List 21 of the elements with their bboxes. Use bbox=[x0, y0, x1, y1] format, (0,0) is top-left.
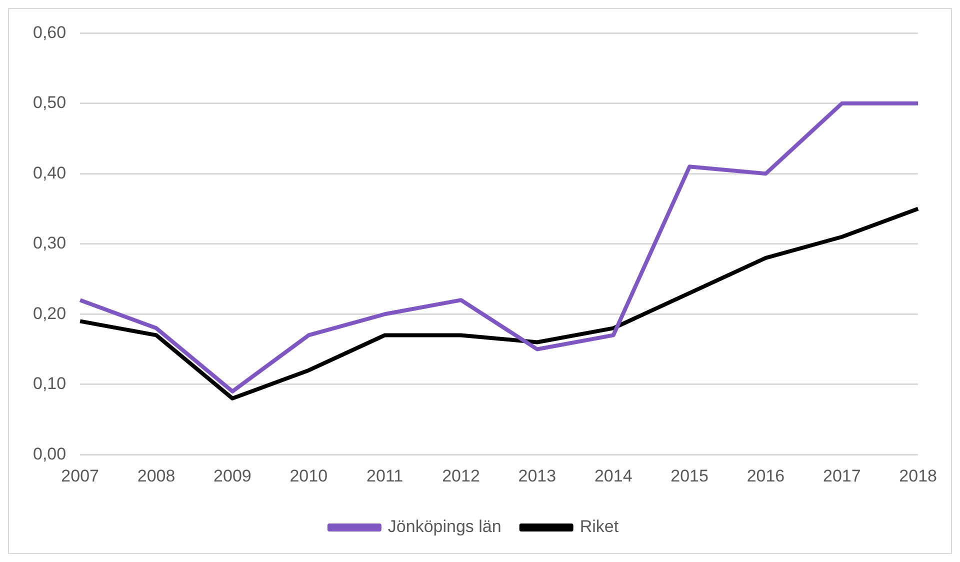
x-tick-label: 2015 bbox=[670, 466, 708, 486]
x-tick-label: 2016 bbox=[746, 466, 785, 486]
y-tick-label: 0,50 bbox=[32, 93, 66, 112]
legend-label: Jönköpings län bbox=[388, 517, 502, 536]
x-tick-label: 2017 bbox=[822, 466, 861, 486]
x-tick-label: 2008 bbox=[137, 466, 176, 486]
y-tick-label: 0,10 bbox=[32, 374, 66, 394]
y-tick-label: 0,00 bbox=[32, 444, 66, 464]
legend-label: Riket bbox=[580, 517, 619, 536]
y-tick-label: 0,20 bbox=[32, 304, 66, 323]
x-tick-label: 2010 bbox=[290, 466, 328, 486]
y-tick-label: 0,40 bbox=[32, 163, 66, 182]
x-tick-label: 2018 bbox=[899, 466, 938, 486]
x-tick-label: 2012 bbox=[442, 466, 480, 486]
y-tick-label: 0,60 bbox=[32, 22, 66, 42]
y-tick-label: 0,30 bbox=[32, 234, 66, 253]
x-tick-label: 2013 bbox=[518, 466, 556, 486]
x-tick-label: 2007 bbox=[61, 466, 99, 486]
x-tick-label: 2011 bbox=[366, 466, 404, 486]
x-tick-label: 2014 bbox=[594, 466, 632, 486]
x-tick-label: 2009 bbox=[214, 466, 252, 486]
